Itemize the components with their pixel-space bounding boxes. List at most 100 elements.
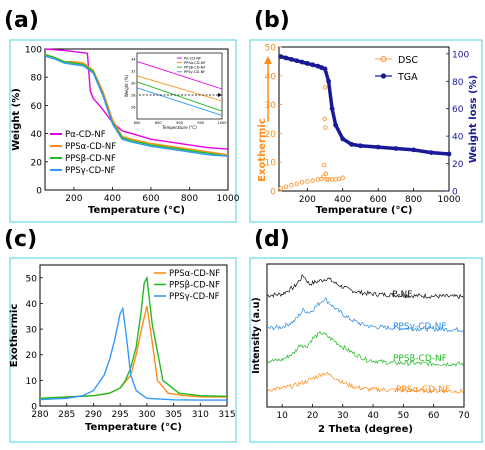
c-ytick-label: 30 (26, 326, 38, 336)
b-x-axis-title: Temperature (°C) (316, 205, 413, 216)
b-tga-point (310, 62, 316, 68)
d-series-line-0 (266, 274, 464, 300)
c-xtick-label: 285 (58, 410, 75, 420)
b-dsc-point (278, 185, 283, 191)
b-tga-point (349, 141, 355, 147)
d-xtick-label: 70 (458, 411, 470, 421)
d-xtick-label: 10 (276, 411, 288, 421)
a-legend-label-0: Pα-CD-NF (65, 130, 106, 140)
d-series-label-0: P-NF (392, 290, 412, 300)
c-xtick-label: 310 (192, 410, 209, 420)
panel-frame-c (9, 257, 237, 443)
d-series-label-1: PPSγ-CD-NF (393, 322, 447, 332)
inset-legend-label-0: Pα-CD-NF (184, 56, 201, 60)
b-legend-label-tga: TGA (397, 72, 418, 83)
b-dsc-point (310, 178, 315, 183)
b-dsc-point (337, 176, 342, 182)
b-tga-point (294, 58, 300, 64)
c-xtick-label: 305 (165, 410, 182, 420)
c-xtick-label: 300 (138, 410, 155, 420)
b-xtick-label: 200 (299, 195, 316, 205)
a-x-axis-title: Temperature (°C) (88, 205, 185, 216)
a-legend-label-1: PPSα-CD-NF (65, 142, 116, 152)
b-ytick-label-right: 0 (452, 188, 458, 198)
c-legend-label-1: PPSβ-CD-NF (169, 281, 220, 291)
inset-series-line-1 (136, 75, 223, 102)
a-ytick-label: 0 (36, 187, 42, 197)
d-xtick-label: 20 (307, 411, 319, 421)
b-tga-point (283, 55, 289, 61)
b-dsc-point (323, 125, 328, 130)
b-tga-line (280, 54, 450, 156)
b-xtick-label: 400 (334, 195, 351, 205)
b-dsc-point (283, 184, 289, 189)
inset-y-axis-title: Weight (%) (124, 75, 129, 98)
b-tga-point (411, 147, 416, 153)
b-y-axis-title-right: Weight loss (%) (468, 75, 479, 163)
b-tga-point (278, 54, 284, 59)
inset-plot-area (136, 52, 223, 120)
b-legend-label-dsc: DSC (398, 55, 418, 66)
b-ytick-label-right: 40 (452, 133, 464, 143)
b-dsc-point (294, 181, 299, 186)
b-dsc-point (299, 180, 305, 185)
b-dsc-point (322, 116, 327, 122)
b-tga-point (340, 136, 346, 142)
d-plot-area (266, 263, 465, 408)
c-xtick-label: 295 (112, 410, 129, 420)
b-tga-point (333, 122, 339, 128)
c-xtick-label: 280 (31, 410, 48, 420)
b-ytick-label: 20 (265, 130, 277, 140)
d-series-line-1 (266, 297, 464, 333)
panel-frame-b (249, 39, 483, 223)
c-x-axis-title: Temperature (°C) (85, 422, 182, 433)
inset-legend-label-2: PPSβ-CD-NF (184, 66, 206, 70)
c-xtick-label: 315 (218, 410, 235, 420)
c-y-axis-title: Exothermic (9, 304, 20, 368)
a-xtick-label: 800 (181, 194, 198, 204)
d-series-line-2 (266, 330, 464, 367)
inset-legend-label-3: PPSγ-CD-NF (184, 70, 205, 74)
c-ytick-label: 50 (26, 274, 38, 284)
b-xtick-label: 1000 (438, 195, 461, 205)
b-ytick-label: 30 (265, 101, 277, 111)
panel-label-b: (b) (254, 8, 290, 33)
a-legend-label-2: PPSβ-CD-NF (65, 154, 116, 164)
b-tga-point (375, 144, 381, 150)
a-ytick-label: 100 (25, 46, 42, 56)
b-plot-area (278, 46, 450, 192)
b-dsc-point (315, 177, 321, 182)
d-xtick-label: 30 (337, 411, 349, 421)
inset-xtick-label: 800 (134, 121, 142, 125)
c-ytick-label: 10 (26, 377, 38, 387)
c-ytick-label: 20 (26, 351, 38, 361)
b-xtick-label: 800 (405, 195, 422, 205)
c-xtick-label: 290 (85, 410, 102, 420)
inset-ytick-label: 32 (131, 69, 136, 73)
a-xtick-label: 200 (65, 194, 82, 204)
b-dsc-point (324, 177, 330, 182)
inset-x-axis-title: Temperature (°C) (161, 125, 197, 130)
b-dsc-point (333, 177, 338, 182)
b-dsc-point (323, 171, 329, 176)
inset-series-line-2 (136, 81, 223, 112)
b-legend-marker-dsc (380, 56, 387, 62)
b-tga-point (428, 150, 434, 156)
b-ytick-label-right: 20 (452, 160, 464, 170)
b-tga-point (322, 66, 328, 72)
inset-xtick-label: 850 (155, 121, 163, 125)
b-tga-point (329, 106, 335, 112)
b-tga-point (326, 78, 331, 84)
b-ytick-label: 0 (270, 188, 276, 198)
b-tga-point (288, 56, 294, 62)
b-y-axis-title-left: Exothermic (257, 118, 268, 182)
b-tga-point (358, 143, 363, 149)
d-xtick-label: 40 (367, 411, 379, 421)
a-ytick-label: 40 (31, 130, 43, 140)
panel-label-d: (d) (254, 227, 290, 252)
panel-label-a: (a) (4, 8, 39, 33)
b-exothermic-arrow-head (264, 56, 272, 64)
a-xtick-label: 1000 (217, 194, 240, 204)
b-dsc-point (340, 175, 345, 180)
inset-series-line-0 (136, 60, 223, 90)
